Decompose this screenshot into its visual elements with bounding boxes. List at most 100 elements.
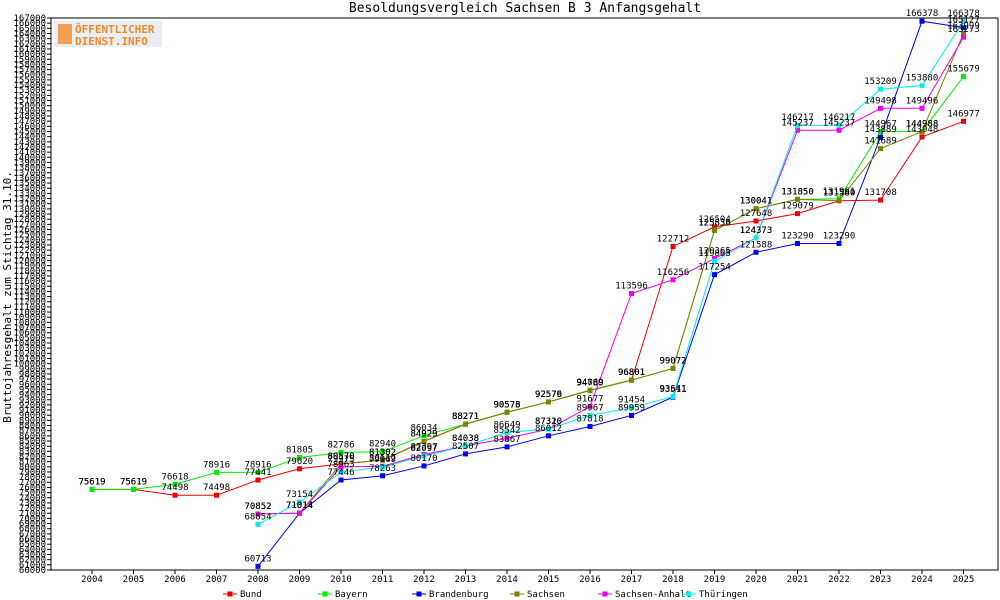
x-tick-label: 2015 [538,575,560,585]
site-logo: ÖFFENTLICHER DIENST.INFO [54,21,162,48]
data-point-sachsen-anhalt [878,105,883,111]
data-point-sachsen [836,198,842,204]
data-label-bayern: 99072 [659,356,686,366]
data-label-bund: 90573 [493,400,520,410]
data-label-sachsen-anhalt: 71014 [286,501,313,511]
data-point-sachsen-anhalt [629,291,634,297]
data-point-sachsen [338,461,344,467]
data-point-brandenburg [712,272,717,278]
y-tick-label: 128000 [13,215,46,225]
data-point-bayern [172,481,178,487]
data-label-th-ringen: 146217 [823,113,856,123]
data-label-sachsen-anhalt: 79975 [327,455,354,465]
x-tick-label: 2011 [372,575,394,585]
data-label-sachsen: 141689 [864,137,897,147]
x-tick-label: 2016 [579,575,601,585]
y-tick-label: 150000 [13,102,46,112]
y-tick-label: 121000 [13,251,46,261]
data-label-bund: 88271 [452,412,479,422]
series-line-sachsen-anhalt [257,36,964,515]
y-tick-label: 154000 [13,81,46,91]
data-point-brandenburg [546,433,551,439]
data-point-bund [919,134,925,140]
data-point-sachsen [463,421,468,427]
y-tick-label: 131000 [13,200,46,210]
data-label-th-ringen: 166378 [947,9,980,19]
data-label-brandenburg: 78263 [369,464,396,474]
y-tick-label: 143000 [13,138,46,148]
y-tick-label: 86000 [19,432,46,442]
y-tick-label: 69000 [19,520,46,530]
data-point-brandenburg [878,134,883,140]
data-point-sachsen-anhalt [795,127,800,133]
y-tick-label: 122000 [13,246,46,256]
y-tick-label: 133000 [13,189,46,199]
data-label-th-ringen: 153209 [864,77,897,87]
y-tick-label: 166000 [13,19,46,29]
y-tick-label: 89000 [19,416,46,426]
data-point-sachsen [753,206,759,212]
data-point-bayern [338,449,344,455]
data-point-th-ringen [255,521,261,527]
data-point-brandenburg [795,240,800,246]
y-tick-label: 136000 [13,174,46,184]
logo-line2: DIENST.INFO [75,35,148,48]
legend-label-sachsen-anhalt: Sachsen-Anhalt [615,590,691,600]
data-point-sachsen-anhalt [961,34,966,40]
y-tick-label: 106000 [13,329,46,339]
y-tick-label: 78000 [19,473,46,483]
y-tick-label: 157000 [13,66,46,76]
data-point-bund [878,197,883,203]
data-label-sachsen: 92576 [535,390,562,400]
data-label-th-ringen: 86649 [493,421,520,431]
data-label-th-ringen: 68854 [244,512,271,522]
data-point-bund [255,477,261,483]
data-point-bayern [214,469,219,475]
data-label-sachsen-anhalt: 80112 [369,454,396,464]
y-tick-label: 98000 [19,370,46,380]
data-point-sachsen [795,196,800,202]
data-label-sachsen: 130041 [740,197,773,207]
data-point-bayern [297,455,302,461]
data-point-sachsen-anhalt [338,464,344,470]
x-tick-label: 2005 [123,575,145,585]
chart-title: Besoldungsvergleich Sachsen B 3 Anfangsg… [349,1,701,16]
data-point-brandenburg [753,249,759,255]
data-label-bund: 96801 [618,368,645,378]
x-tick-label: 2022 [828,575,850,585]
y-tick-label: 99000 [19,365,46,375]
data-label-bayern: 144967 [864,120,897,130]
data-point-th-ringen [712,258,717,264]
series-line-bund [92,120,964,496]
data-label-th-ringen: 78963 [327,460,354,470]
data-label-brandenburg: 60713 [244,554,271,564]
y-tick-label: 155000 [13,76,46,86]
data-point-bayern [131,486,136,492]
data-point-sachsen-anhalt [587,404,593,410]
y-tick-label: 151000 [13,97,46,107]
data-label-bayern: 86034 [410,424,437,434]
data-label-sachsen-anhalt: 163273 [947,25,980,35]
y-tick-label: 149000 [13,107,46,117]
data-point-th-ringen [297,499,302,505]
y-tick-label: 129000 [13,210,46,220]
data-label-sachsen: 71014 [286,501,313,511]
y-tick-label: 148000 [13,112,46,122]
data-label-sachsen: 70852 [244,502,271,512]
data-point-bayern [961,73,966,79]
data-label-sachsen-anhalt: 85542 [493,426,520,436]
data-label-brandenburg: 123290 [823,231,856,241]
legend-marker-sachsen-anhalt [602,591,608,597]
y-tick-label: 90000 [19,411,46,421]
data-label-sachsen: 144988 [906,120,939,130]
data-label-th-ringen: 124373 [740,226,773,236]
data-label-bund: 79620 [286,457,313,467]
data-label-bund: 92576 [535,390,562,400]
y-tick-label: 64000 [19,545,46,555]
data-point-th-ringen [338,469,344,475]
data-point-sachsen [421,438,427,444]
x-tick-label: 2010 [330,575,352,585]
y-tick-label: 113000 [13,293,46,303]
data-label-sachsen-anhalt: 145237 [781,118,814,128]
data-label-th-ringen: 89967 [576,403,603,413]
